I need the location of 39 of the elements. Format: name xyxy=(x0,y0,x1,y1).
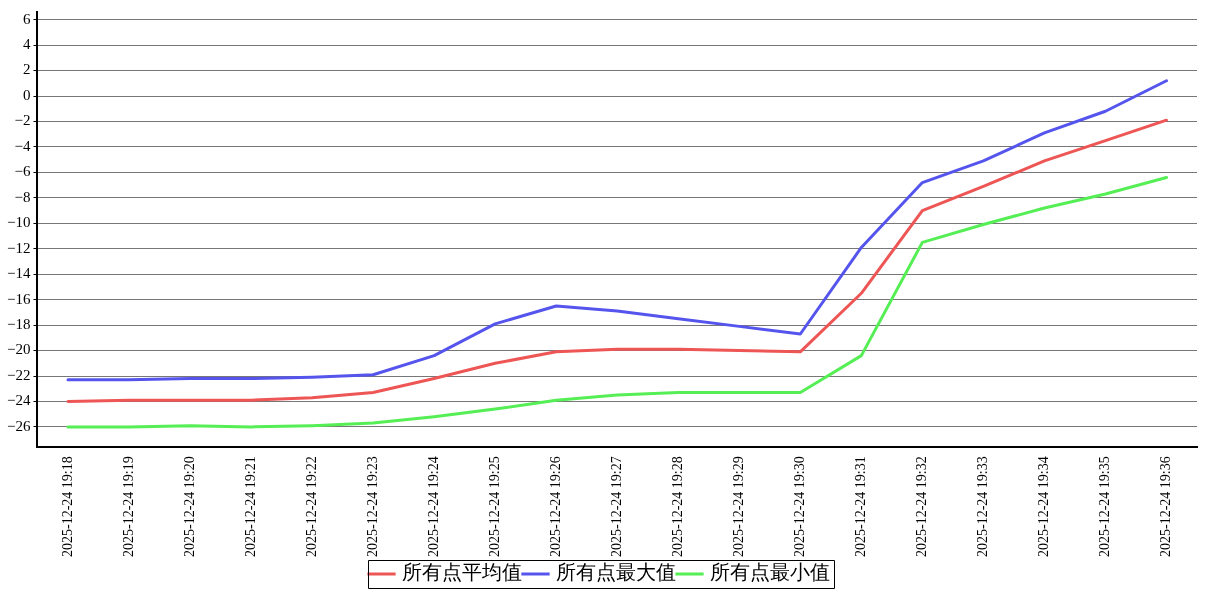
y-tick-label: −2 xyxy=(14,112,31,129)
y-tick-label: −24 xyxy=(6,392,31,409)
y-tick-label: −6 xyxy=(14,163,31,180)
y-tick-label: −26 xyxy=(6,417,31,434)
y-tick-label: 6 xyxy=(22,10,31,27)
x-tick-label: 2025-12-24 19:29 xyxy=(730,456,746,557)
y-tick-label: −10 xyxy=(6,214,31,231)
y-tick-label: −18 xyxy=(6,316,31,333)
y-tick-label: −14 xyxy=(6,265,31,282)
legend-label: 所有点最大值 xyxy=(555,561,676,584)
y-tick-label: 2 xyxy=(22,61,31,78)
y-tick-label: −20 xyxy=(6,341,31,358)
x-tick-label: 2025-12-24 19:27 xyxy=(608,456,624,557)
x-tick-label: 2025-12-24 19:35 xyxy=(1097,456,1113,557)
y-tick-label: −16 xyxy=(6,290,31,307)
x-tick-label: 2025-12-24 19:21 xyxy=(242,456,258,557)
y-tick-label: 0 xyxy=(22,86,31,103)
y-tick-label: −12 xyxy=(6,239,31,256)
y-tick-label: 4 xyxy=(22,36,31,53)
x-tick-label: 2025-12-24 19:26 xyxy=(547,456,563,557)
y-tick-label: −8 xyxy=(14,188,31,205)
x-tick-label: 2025-12-24 19:25 xyxy=(486,456,502,557)
y-tick-label: −22 xyxy=(6,366,31,383)
x-tick-label: 2025-12-24 19:32 xyxy=(914,456,930,557)
x-tick-label: 2025-12-24 19:19 xyxy=(120,456,136,557)
x-tick-label: 2025-12-24 19:23 xyxy=(364,456,380,557)
x-tick-label: 2025-12-24 19:20 xyxy=(181,456,197,557)
y-tick-label: −4 xyxy=(14,137,31,154)
x-tick-label: 2025-12-24 19:36 xyxy=(1158,456,1174,557)
x-tick-label: 2025-12-24 19:18 xyxy=(59,456,75,557)
legend-label: 所有点平均值 xyxy=(401,561,522,584)
x-tick-label: 2025-12-24 19:31 xyxy=(853,456,869,557)
x-tick-label: 2025-12-24 19:33 xyxy=(975,456,991,557)
x-tick-label: 2025-12-24 19:34 xyxy=(1036,456,1052,557)
x-tick-label: 2025-12-24 19:24 xyxy=(425,456,441,557)
legend-label: 所有点最小值 xyxy=(709,561,830,584)
x-tick-label: 2025-12-24 19:30 xyxy=(791,456,807,557)
x-tick-label: 2025-12-24 19:28 xyxy=(669,456,685,557)
x-tick-label: 2025-12-24 19:22 xyxy=(303,456,319,557)
